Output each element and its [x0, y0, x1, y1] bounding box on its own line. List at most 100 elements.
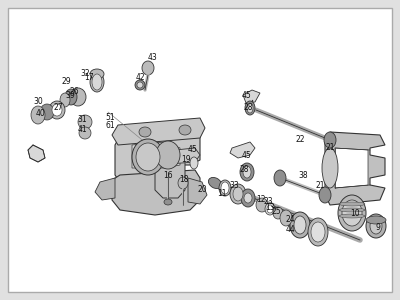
Ellipse shape: [90, 69, 104, 79]
Ellipse shape: [256, 198, 268, 212]
Ellipse shape: [311, 222, 325, 242]
Ellipse shape: [179, 125, 191, 135]
Polygon shape: [28, 145, 45, 162]
Ellipse shape: [366, 216, 386, 224]
Ellipse shape: [243, 166, 251, 178]
Text: 18: 18: [179, 176, 189, 184]
Text: 10: 10: [350, 208, 360, 217]
Text: 43: 43: [147, 53, 157, 62]
Ellipse shape: [132, 139, 164, 175]
Polygon shape: [95, 178, 115, 200]
Ellipse shape: [233, 187, 243, 201]
Ellipse shape: [79, 127, 91, 139]
Ellipse shape: [219, 180, 231, 196]
Ellipse shape: [139, 127, 151, 137]
Text: 45: 45: [241, 91, 251, 100]
Text: 42: 42: [135, 74, 145, 82]
Text: 27: 27: [53, 103, 63, 112]
Ellipse shape: [265, 203, 275, 215]
Ellipse shape: [322, 148, 338, 188]
Text: 25: 25: [271, 208, 281, 217]
Ellipse shape: [65, 89, 77, 105]
Text: 17: 17: [84, 74, 94, 82]
Ellipse shape: [273, 207, 283, 219]
Ellipse shape: [267, 205, 273, 213]
Ellipse shape: [164, 199, 172, 205]
Ellipse shape: [339, 202, 365, 206]
Ellipse shape: [280, 210, 292, 226]
Text: 20: 20: [197, 185, 207, 194]
Text: 44: 44: [286, 226, 296, 235]
Text: 26: 26: [69, 88, 79, 97]
Ellipse shape: [247, 103, 253, 113]
Text: 33: 33: [229, 181, 239, 190]
Polygon shape: [155, 155, 185, 198]
Ellipse shape: [241, 189, 255, 207]
Text: 16: 16: [163, 170, 173, 179]
Ellipse shape: [31, 106, 45, 124]
Ellipse shape: [308, 218, 328, 246]
Ellipse shape: [78, 115, 92, 129]
Text: 22: 22: [295, 136, 305, 145]
Text: 28: 28: [243, 103, 253, 112]
Ellipse shape: [339, 208, 365, 212]
Text: 21: 21: [325, 142, 335, 152]
Ellipse shape: [60, 93, 70, 107]
Text: 11: 11: [217, 188, 227, 197]
Ellipse shape: [338, 195, 366, 231]
Text: 51: 51: [105, 113, 115, 122]
Ellipse shape: [274, 170, 286, 186]
Text: 29: 29: [61, 77, 71, 86]
Ellipse shape: [244, 193, 252, 203]
Polygon shape: [188, 178, 207, 204]
Text: 28: 28: [239, 166, 249, 175]
Ellipse shape: [156, 141, 180, 169]
Text: 13: 13: [265, 202, 275, 211]
Ellipse shape: [208, 177, 222, 189]
Ellipse shape: [40, 104, 54, 120]
Text: 45: 45: [242, 151, 252, 160]
Text: 32: 32: [80, 70, 90, 79]
Ellipse shape: [324, 132, 336, 148]
Ellipse shape: [52, 104, 62, 116]
Text: 61: 61: [105, 121, 115, 130]
Text: 39: 39: [65, 92, 75, 100]
Text: 30: 30: [33, 98, 43, 106]
Ellipse shape: [49, 101, 65, 119]
Text: 19: 19: [181, 155, 191, 164]
Text: 21: 21: [315, 181, 325, 190]
Text: 12: 12: [256, 196, 266, 205]
Ellipse shape: [240, 163, 254, 181]
Ellipse shape: [319, 187, 331, 203]
Ellipse shape: [245, 101, 255, 115]
Text: 9: 9: [376, 224, 380, 232]
Ellipse shape: [92, 74, 102, 90]
Ellipse shape: [142, 61, 154, 75]
Polygon shape: [150, 148, 200, 165]
Ellipse shape: [339, 214, 365, 218]
Ellipse shape: [366, 214, 386, 238]
Ellipse shape: [342, 200, 362, 226]
Ellipse shape: [190, 157, 198, 169]
Ellipse shape: [178, 177, 188, 189]
Text: 23: 23: [263, 197, 273, 206]
Ellipse shape: [137, 82, 143, 88]
Polygon shape: [115, 128, 200, 190]
Text: 41: 41: [77, 125, 87, 134]
Ellipse shape: [370, 218, 382, 234]
Ellipse shape: [90, 72, 104, 92]
Ellipse shape: [221, 182, 229, 194]
Text: 40: 40: [36, 110, 46, 118]
Ellipse shape: [136, 143, 160, 171]
Ellipse shape: [135, 80, 145, 90]
Text: 31: 31: [77, 116, 87, 124]
Polygon shape: [243, 90, 260, 103]
Polygon shape: [325, 132, 385, 205]
Text: 45: 45: [188, 146, 198, 154]
Polygon shape: [335, 148, 368, 188]
Polygon shape: [132, 142, 180, 168]
Ellipse shape: [230, 184, 246, 204]
Text: 24: 24: [285, 215, 295, 224]
Polygon shape: [230, 142, 255, 158]
Polygon shape: [112, 118, 205, 145]
